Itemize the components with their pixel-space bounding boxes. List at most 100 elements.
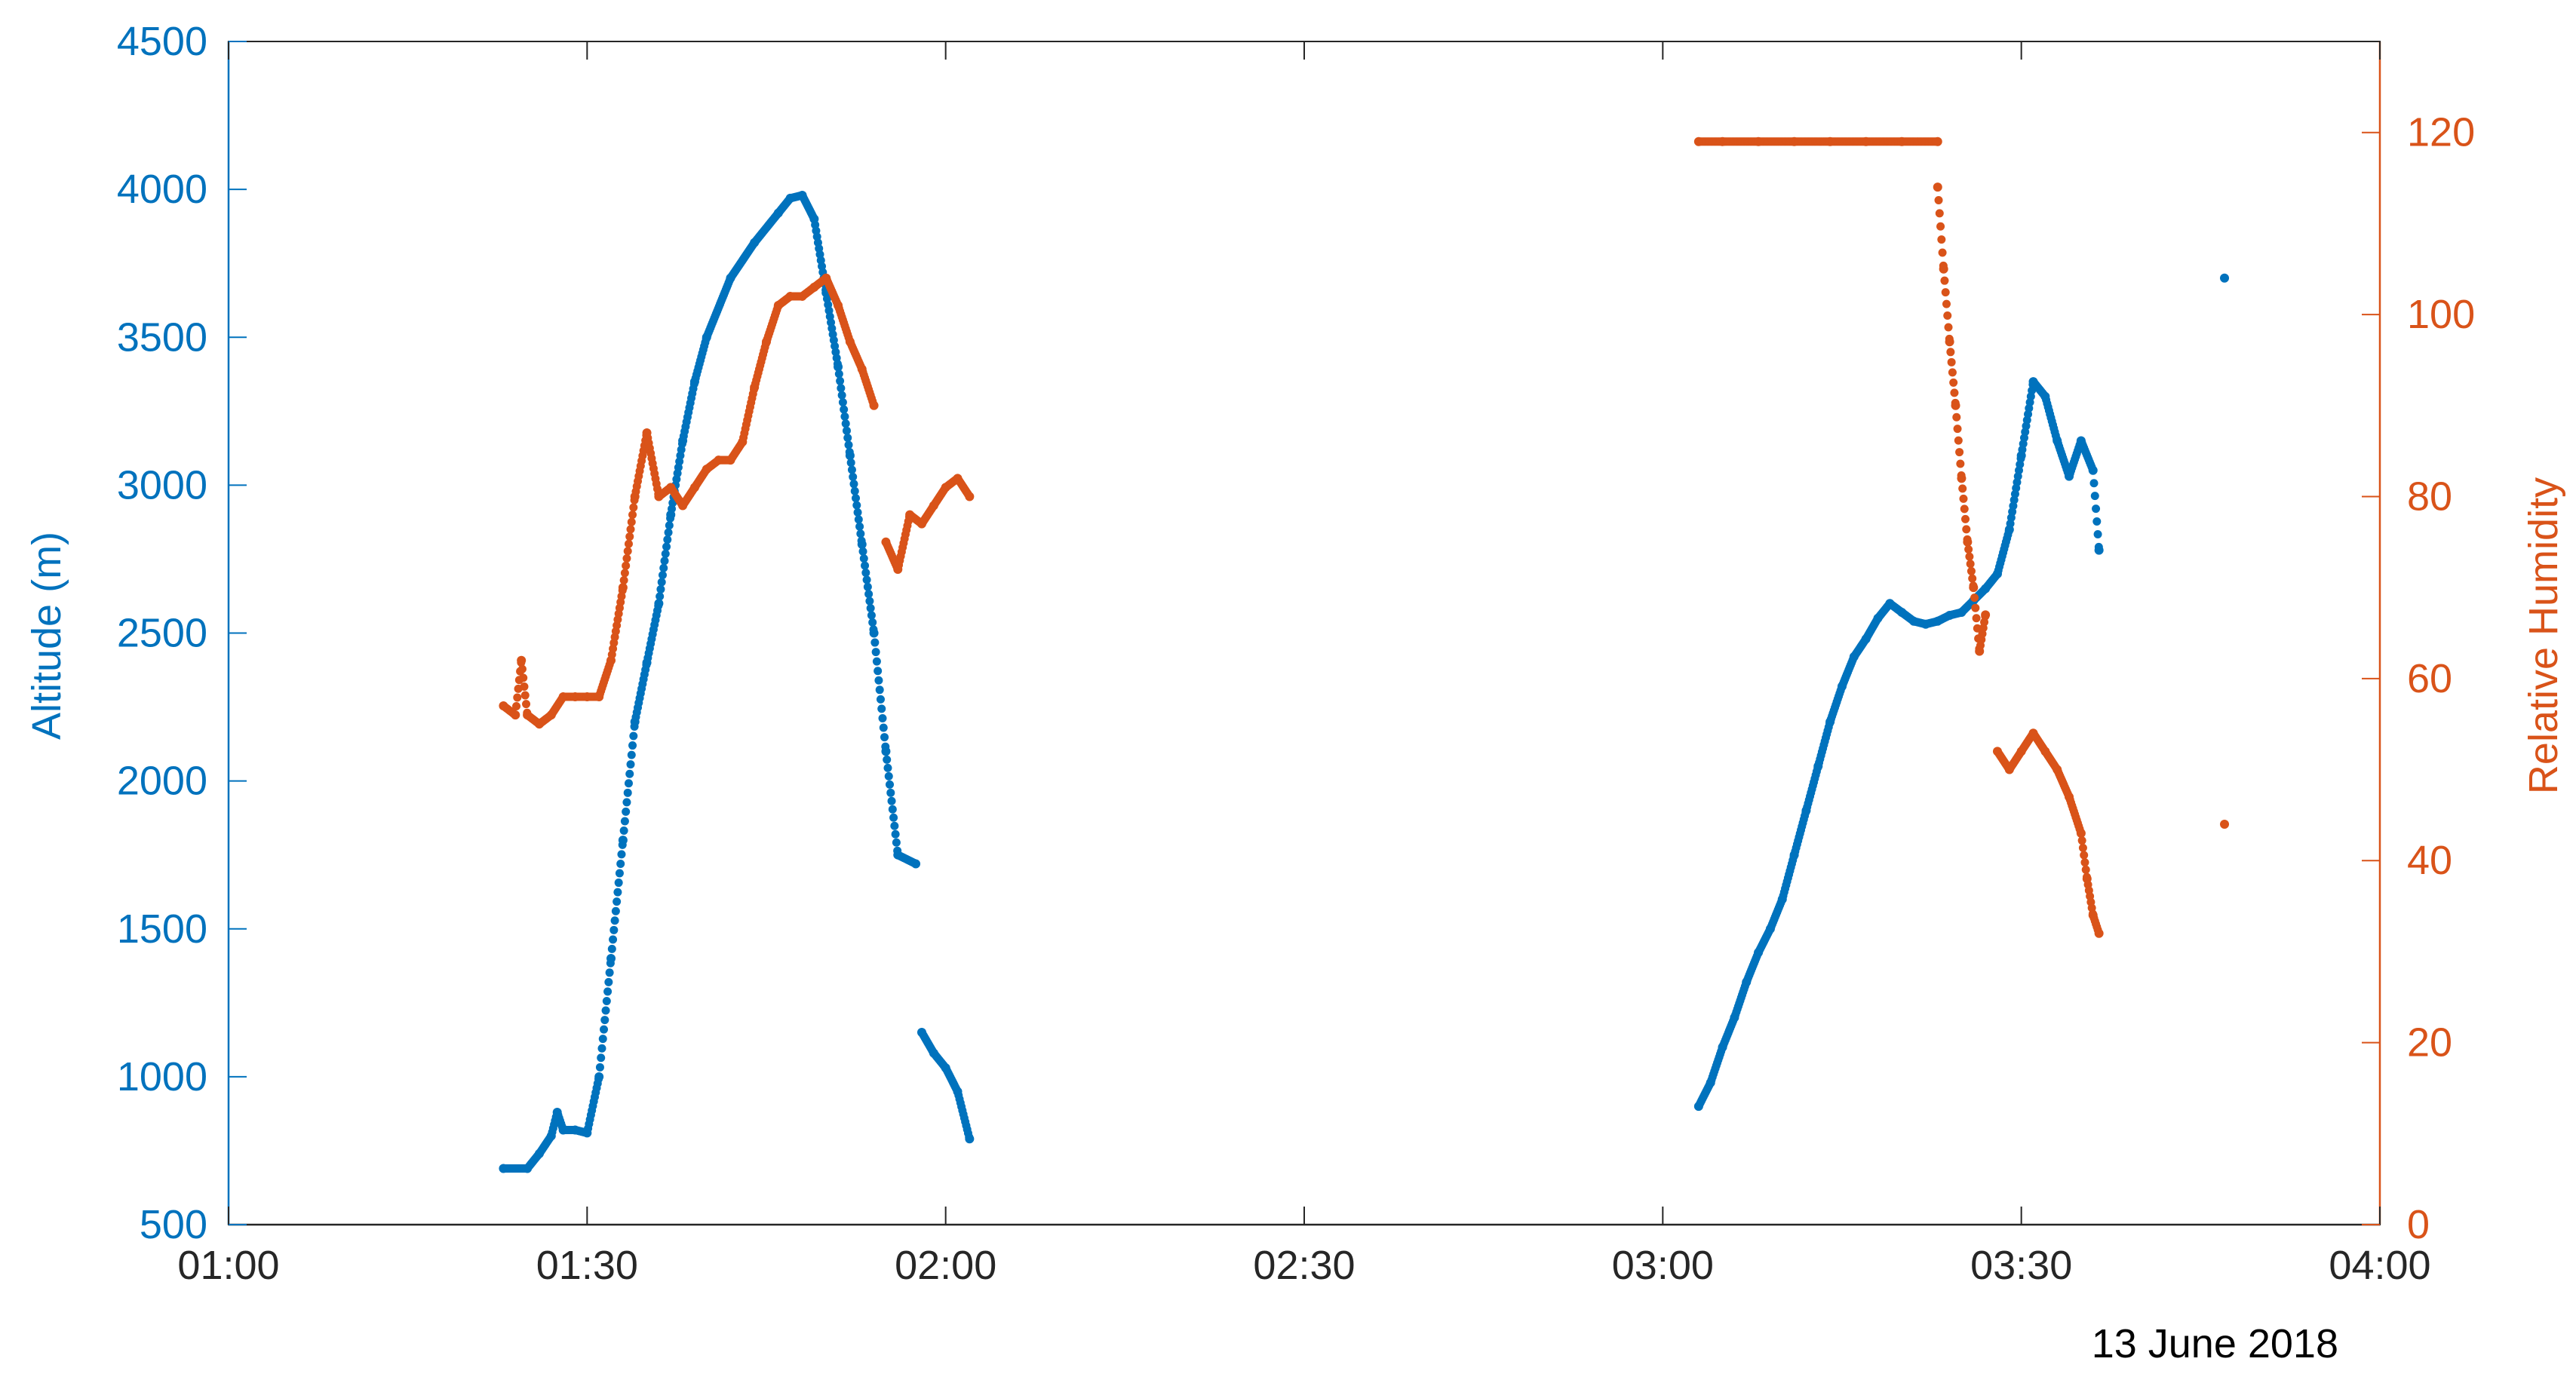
altitude-point: [657, 578, 666, 587]
altitude-point: [842, 426, 851, 435]
humidity-point: [1933, 182, 1942, 192]
altitude-point: [858, 547, 867, 556]
altitude-point: [889, 813, 898, 822]
altitude-point: [861, 561, 870, 570]
humidity-series: [499, 136, 2230, 938]
humidity-point: [1960, 504, 1969, 514]
altitude-point: [663, 535, 672, 544]
x-tick-label: 04:00: [2329, 1243, 2430, 1288]
humidity-point: [512, 702, 521, 711]
humidity-point: [511, 710, 520, 720]
altitude-point: [597, 1044, 606, 1053]
altitude-point: [604, 977, 613, 986]
altitude-point: [911, 859, 921, 869]
humidity-point: [869, 400, 879, 410]
x-tick-label: 01:30: [536, 1243, 638, 1288]
humidity-point: [1953, 425, 1962, 434]
altitude-point: [890, 821, 899, 830]
altitude-point: [878, 713, 887, 722]
humidity-point: [1972, 614, 1981, 623]
altitude-point: [856, 529, 865, 538]
y-right-tick-label: 100: [2407, 292, 2475, 337]
altitude-point: [891, 830, 900, 839]
humidity-point: [1971, 603, 1980, 612]
altitude-point: [847, 465, 856, 474]
humidity-point: [1949, 378, 1958, 387]
altitude-point: [605, 968, 614, 977]
humidity-point: [1952, 412, 1961, 422]
altitude-point: [607, 944, 616, 953]
y-right-tick-label: 40: [2407, 838, 2452, 883]
altitude-point: [616, 859, 625, 868]
altitude-point: [661, 549, 670, 558]
altitude-point: [870, 638, 880, 647]
altitude-point: [2092, 504, 2101, 514]
altitude-point: [654, 599, 664, 609]
altitude-point: [2220, 273, 2230, 283]
humidity-point: [519, 673, 528, 682]
humidity-point: [1965, 552, 1974, 561]
altitude-point: [867, 611, 876, 620]
humidity-point: [622, 554, 631, 563]
humidity-point: [618, 583, 628, 593]
humidity-point: [2078, 843, 2087, 852]
altitude-point: [859, 554, 868, 563]
x-tick-label: 01:00: [177, 1243, 279, 1288]
altitude-point: [613, 888, 622, 897]
humidity-point: [1981, 610, 1991, 620]
humidity-point: [520, 682, 529, 691]
humidity-point: [622, 561, 631, 570]
altitude-point: [850, 486, 859, 495]
altitude-point: [2088, 465, 2098, 475]
altitude-point: [619, 826, 628, 836]
altitude-point: [874, 676, 883, 685]
humidity-point: [623, 547, 632, 556]
altitude-point: [622, 807, 631, 816]
altitude-point: [611, 906, 620, 915]
humidity-point: [1937, 235, 1946, 244]
altitude-series: [499, 190, 2230, 1173]
humidity-point: [628, 511, 637, 520]
altitude-point: [864, 590, 874, 599]
altitude-point: [620, 817, 629, 826]
humidity-point: [1934, 195, 1943, 204]
altitude-point: [2089, 479, 2099, 488]
humidity-point: [2220, 819, 2230, 829]
altitude-point: [2090, 492, 2099, 501]
altitude-point: [624, 779, 633, 788]
plot-area: [228, 41, 2381, 1225]
y-left-tick-label: 2000: [117, 759, 207, 804]
altitude-point: [855, 522, 864, 531]
altitude-point: [614, 879, 623, 888]
humidity-point: [1946, 348, 1955, 357]
humidity-point: [2094, 928, 2104, 938]
y-left-tick-label: 3000: [117, 462, 207, 508]
y-right-tick-label: 120: [2407, 110, 2475, 155]
altitude-point: [880, 733, 889, 742]
altitude-point: [602, 996, 611, 1005]
altitude-point: [862, 575, 871, 584]
humidity-point: [1941, 288, 1950, 297]
y-right-tick-label: 20: [2407, 1020, 2452, 1066]
altitude-point: [837, 384, 846, 393]
humidity-point: [619, 575, 628, 584]
humidity-point: [1940, 276, 1949, 285]
altitude-point: [617, 850, 626, 859]
altitude-point: [877, 704, 886, 713]
altitude-point: [876, 695, 885, 704]
altitude-point: [881, 747, 891, 756]
altitude-point: [871, 648, 880, 657]
altitude-point: [626, 760, 635, 769]
y-right-tick-label: 80: [2407, 474, 2452, 519]
date-label: 13 June 2018: [2092, 1321, 2338, 1366]
x-tick-label: 03:00: [1612, 1243, 1714, 1288]
altitude-point: [660, 557, 669, 566]
humidity-point: [624, 539, 633, 548]
humidity-point: [1938, 248, 1947, 257]
altitude-point: [2093, 529, 2102, 538]
altitude-point: [857, 539, 867, 549]
y-axis-label-right: Relative Humidity: [2521, 477, 2566, 794]
y-left-tick-label: 1500: [117, 906, 207, 952]
humidity-point: [965, 492, 975, 501]
altitude-point: [845, 451, 855, 461]
